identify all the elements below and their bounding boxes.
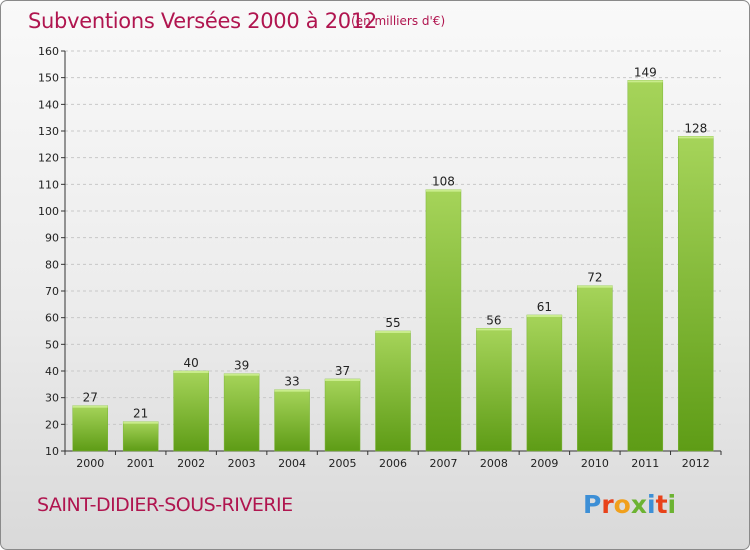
bar-2000 — [72, 405, 108, 452]
bar-2005 — [324, 378, 361, 452]
bar-highlight — [325, 379, 361, 381]
x-tick-label: 2004 — [278, 457, 306, 470]
x-tick-label: 2012 — [682, 457, 710, 470]
data-label: 33 — [284, 375, 299, 389]
y-tick-label: 130 — [38, 125, 59, 138]
bar-highlight — [173, 371, 209, 373]
logo-letter: o — [613, 490, 631, 519]
logo-letter: t — [655, 490, 668, 519]
chart-title: Subventions Versées 2000 à 2012 — [28, 9, 377, 33]
logo-letter: r — [601, 490, 614, 519]
bar-2006 — [375, 330, 411, 452]
x-tick-label: 2003 — [228, 457, 256, 470]
proxiti-logo[interactable]: Proxiti — [583, 490, 693, 520]
y-tick-label: 30 — [45, 392, 59, 405]
x-tick-label: 2009 — [530, 457, 558, 470]
data-label: 55 — [385, 316, 400, 330]
data-label: 37 — [335, 364, 350, 378]
data-label: 21 — [133, 407, 148, 421]
logo-letter: i — [667, 490, 677, 519]
y-tick-label: 50 — [45, 338, 59, 351]
logo-letter: x — [630, 490, 647, 519]
data-label: 40 — [184, 356, 199, 370]
y-tick-label: 60 — [45, 312, 59, 325]
bar-2007 — [425, 189, 462, 452]
logo-letter: P — [583, 490, 602, 519]
bar-highlight — [123, 421, 159, 424]
bars — [72, 80, 714, 452]
data-label: 56 — [486, 313, 501, 327]
bar-highlight — [224, 373, 260, 376]
data-label: 149 — [634, 65, 657, 79]
x-tick-label: 2005 — [329, 457, 357, 470]
y-tick-label: 100 — [38, 205, 59, 218]
x-tick-label: 2007 — [429, 457, 457, 470]
x-tick-label: 2008 — [480, 457, 508, 470]
x-tick-label: 2011 — [631, 457, 659, 470]
bar-highlight — [627, 80, 663, 83]
data-labels: 27 21 40 39 33 37 55 108 56 61 72 149 128 — [83, 65, 708, 420]
data-label: 27 — [83, 391, 98, 405]
bar-highlight — [526, 315, 562, 317]
data-label: 61 — [537, 300, 552, 314]
data-label: 39 — [234, 359, 249, 373]
bar-2004 — [274, 389, 310, 452]
data-label: 72 — [587, 271, 602, 285]
y-tick-label: 110 — [38, 178, 59, 191]
bar-highlight — [678, 136, 714, 139]
bar-highlight — [476, 328, 512, 331]
chart-subtitle: (en milliers d'€) — [351, 14, 446, 28]
bar-2011 — [627, 80, 664, 452]
bar-2009 — [526, 314, 563, 452]
x-tick-label: 2006 — [379, 457, 407, 470]
bar-2001 — [122, 421, 159, 452]
x-tick-label: 2010 — [581, 457, 609, 470]
logo-letter: i — [647, 490, 656, 519]
bar-highlight — [577, 285, 613, 288]
town-name: SAINT-DIDIER-SOUS-RIVERIE — [37, 494, 293, 516]
y-tick-label: 90 — [45, 232, 59, 245]
y-tick-label: 40 — [45, 365, 59, 378]
x-tick-label: 2001 — [127, 457, 155, 470]
y-tick-label: 140 — [38, 98, 59, 111]
bar-2003 — [223, 373, 260, 452]
bar-2012 — [678, 136, 714, 452]
bar-2008 — [476, 328, 512, 452]
y-tick-label: 10 — [45, 445, 59, 458]
data-label: 108 — [432, 175, 455, 189]
y-tick-label: 80 — [45, 258, 59, 271]
bar-2010 — [577, 285, 613, 452]
bar-highlight — [274, 389, 310, 392]
bar-highlight — [72, 405, 108, 408]
bar-highlight — [425, 189, 461, 192]
axes: 10 20 30 40 50 60 70 80 90 100 110 120 130 140 150 160 2… — [38, 45, 722, 470]
y-tick-label: 70 — [45, 285, 59, 298]
data-label: 128 — [684, 121, 707, 135]
bar-highlight — [375, 331, 411, 333]
x-tick-label: 2000 — [76, 457, 104, 470]
y-tick-label: 120 — [38, 152, 59, 165]
x-tick-label: 2002 — [177, 457, 205, 470]
y-tick-label: 150 — [38, 72, 59, 85]
y-tick-label: 160 — [38, 45, 59, 58]
y-tick-label: 20 — [45, 418, 59, 431]
bar-2002 — [173, 370, 209, 452]
